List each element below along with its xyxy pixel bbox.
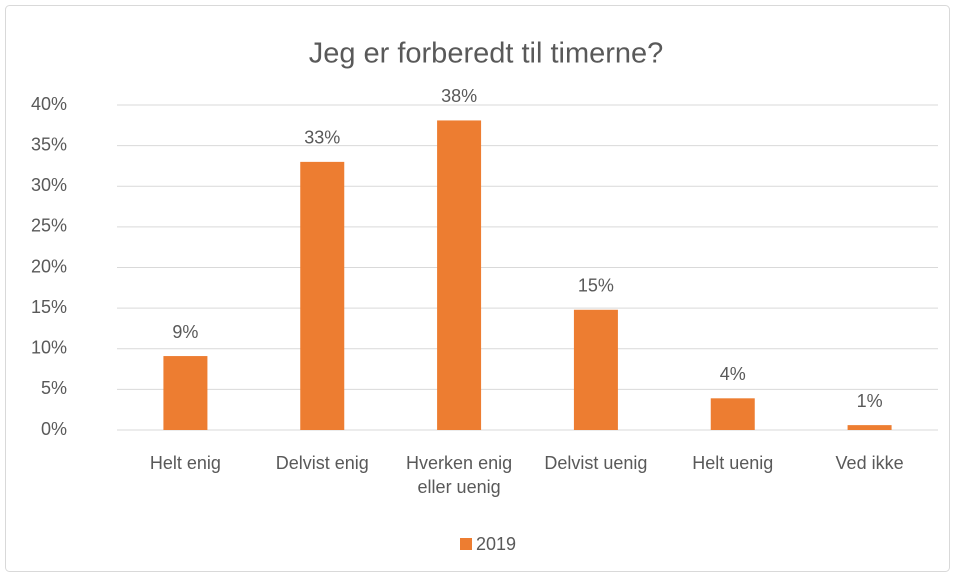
x-tick-label: Ved ikke bbox=[835, 453, 904, 473]
x-tick-label: Hverken enig eller uenig bbox=[406, 453, 513, 497]
bar bbox=[300, 161, 345, 430]
bar bbox=[710, 398, 755, 430]
bar bbox=[437, 120, 482, 430]
x-tick-label: Delvist uenig bbox=[544, 453, 648, 473]
x-tick-label: Helt uenig bbox=[692, 453, 774, 473]
bar bbox=[573, 309, 618, 430]
data-label: 38% bbox=[441, 86, 477, 106]
chart-title: Jeg er forberedt til timerne? bbox=[309, 38, 664, 70]
data-label: 33% bbox=[304, 128, 340, 148]
data-label: 1% bbox=[857, 391, 883, 411]
bar bbox=[847, 425, 892, 430]
y-tick-label: 35% bbox=[31, 134, 67, 154]
bar bbox=[163, 356, 208, 430]
y-tick-label: 40% bbox=[31, 94, 67, 114]
x-tick-label: Delvist enig bbox=[275, 453, 369, 473]
y-tick-label: 25% bbox=[31, 216, 67, 236]
y-tick-label: 10% bbox=[31, 338, 67, 358]
legend-swatch bbox=[460, 538, 472, 550]
data-label: 15% bbox=[578, 276, 614, 296]
legend-label: 2019 bbox=[476, 534, 516, 554]
data-label: 9% bbox=[172, 322, 198, 342]
y-tick-label: 15% bbox=[31, 297, 67, 317]
y-tick-label: 30% bbox=[31, 175, 67, 195]
y-tick-label: 5% bbox=[41, 378, 67, 398]
y-tick-label: 0% bbox=[41, 419, 67, 439]
y-tick-label: 20% bbox=[31, 256, 67, 276]
x-tick-label: Helt enig bbox=[149, 453, 221, 473]
data-label: 4% bbox=[720, 364, 746, 384]
